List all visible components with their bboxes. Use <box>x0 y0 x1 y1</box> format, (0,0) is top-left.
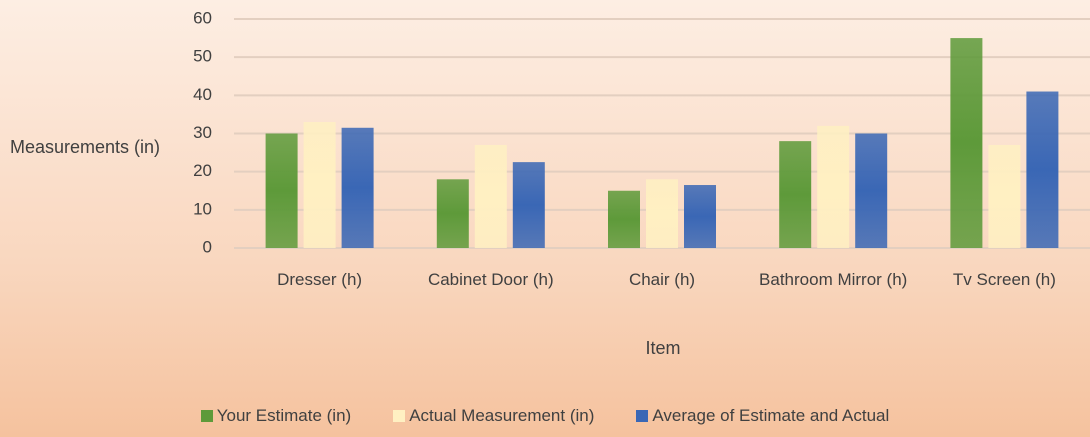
x-tick-label: Bathroom Mirror (h) <box>759 270 908 289</box>
bar <box>341 127 374 248</box>
x-tick-label: Cabinet Door (h) <box>427 270 554 289</box>
legend-item: Average of Estimate and Actual <box>636 406 889 426</box>
bar <box>779 141 812 248</box>
bar <box>646 179 678 248</box>
x-tick-label: Chair (h) <box>628 270 696 289</box>
legend-label: Actual Measurement (in) <box>409 406 595 425</box>
y-tick-label: 50 <box>193 47 212 66</box>
y-tick-label: 20 <box>193 161 212 180</box>
y-tick-label: 10 <box>193 199 212 218</box>
y-tick-label: 40 <box>193 85 212 104</box>
legend-swatch <box>393 410 406 422</box>
bar <box>817 125 850 248</box>
legend-item: Actual Measurement (in) <box>393 406 594 426</box>
bar <box>474 144 507 248</box>
bar <box>436 179 469 248</box>
x-tick-label: Tv Screen (h) <box>952 270 1056 289</box>
legend-label: Your Estimate (in) <box>216 406 352 425</box>
legend: Your Estimate (in) Actual Measurement (in… <box>0 406 1090 426</box>
y-tick-label: 60 <box>193 8 212 27</box>
bar <box>608 190 640 248</box>
y-tick-label: 0 <box>203 237 212 256</box>
legend-swatch <box>636 410 649 422</box>
bar <box>265 133 298 248</box>
y-tick-label: 30 <box>193 123 212 142</box>
bar <box>512 162 545 248</box>
x-tick-label: Dresser (h) <box>277 270 363 289</box>
bar <box>303 122 336 248</box>
legend-label: Average of Estimate and Actual <box>652 406 890 425</box>
legend-swatch <box>200 410 213 422</box>
bar <box>950 38 983 249</box>
bar <box>855 133 888 248</box>
y-axis-title: Measurements (in) <box>9 137 161 157</box>
bar <box>988 144 1021 248</box>
legend-item: Your Estimate (in) <box>200 406 352 426</box>
bar <box>684 185 716 248</box>
bar <box>1026 91 1059 249</box>
x-axis-title: Item <box>645 338 681 358</box>
